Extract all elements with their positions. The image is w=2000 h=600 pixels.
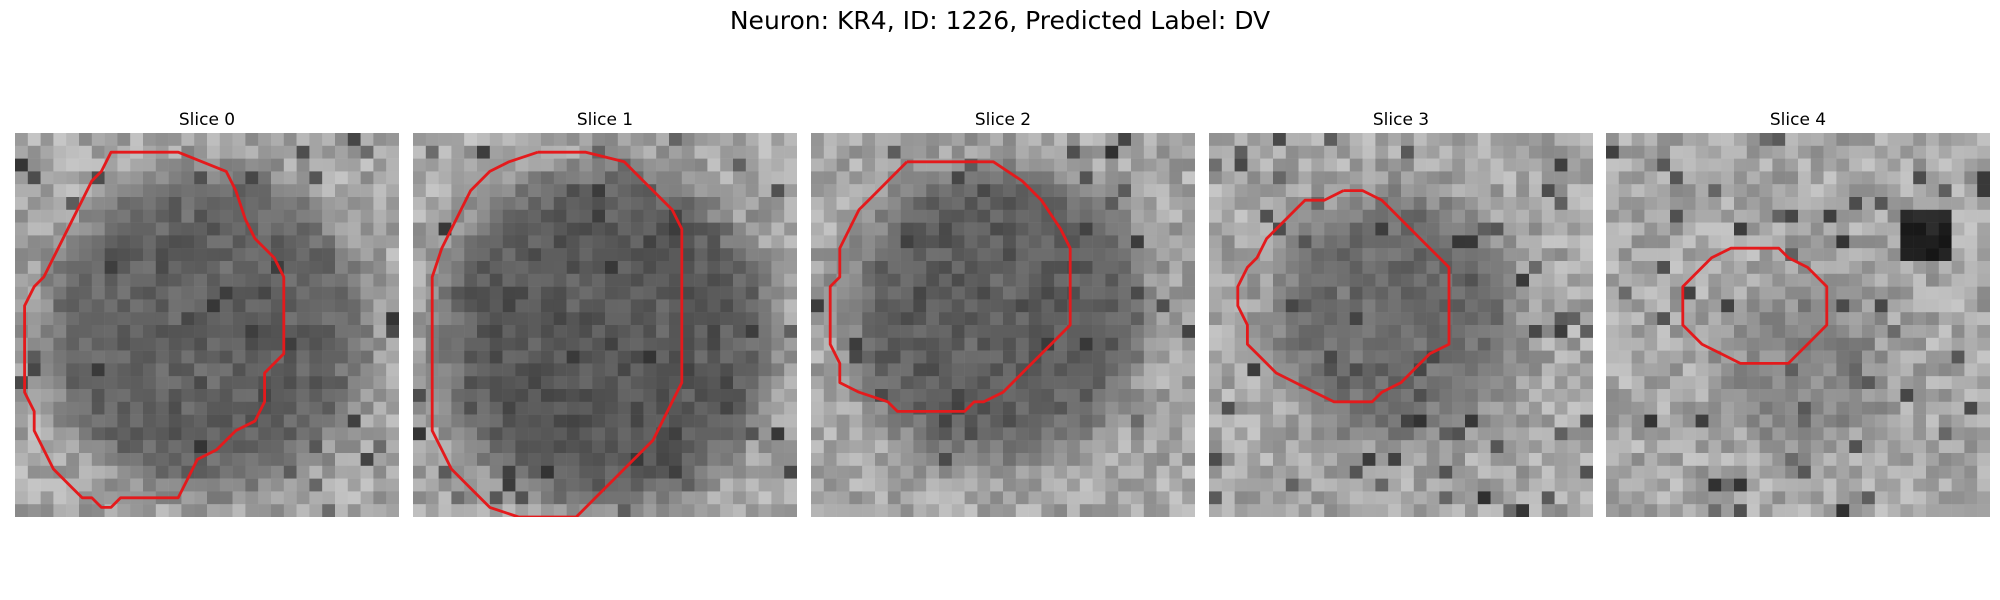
segmentation-contour [23, 150, 286, 509]
segmentation-contour [430, 150, 684, 517]
slice-image [1209, 133, 1593, 517]
pixel-grid [1209, 133, 1593, 517]
slice-image [1606, 133, 1990, 517]
slice-image [15, 133, 399, 517]
slice-panel-1: Slice 1 [413, 108, 797, 517]
slice-panel-4: Slice 4 [1606, 108, 1990, 517]
segmentation-contour [828, 160, 1072, 413]
slice-image [811, 133, 1195, 517]
segmentation-contour [1681, 246, 1829, 365]
slice-panel-0: Slice 0 [15, 108, 399, 517]
pixel-grid [15, 133, 399, 517]
slice-title: Slice 4 [1769, 110, 1827, 130]
pixel-grid [1606, 133, 1990, 517]
pixel-grid [413, 133, 797, 517]
slice-panel-2: Slice 2 [811, 108, 1195, 517]
slice-panel-3: Slice 3 [1209, 108, 1593, 517]
slice-title: Slice 3 [1372, 110, 1430, 130]
figure-title: Neuron: KR4, ID: 1226, Predicted Label: … [729, 6, 1271, 35]
slice-title: Slice 0 [178, 110, 236, 130]
slice-title: Slice 2 [974, 110, 1032, 130]
segmentation-contour [1236, 189, 1451, 404]
slice-title: Slice 1 [576, 110, 634, 130]
slice-image [413, 133, 797, 517]
pixel-grid [811, 133, 1195, 517]
